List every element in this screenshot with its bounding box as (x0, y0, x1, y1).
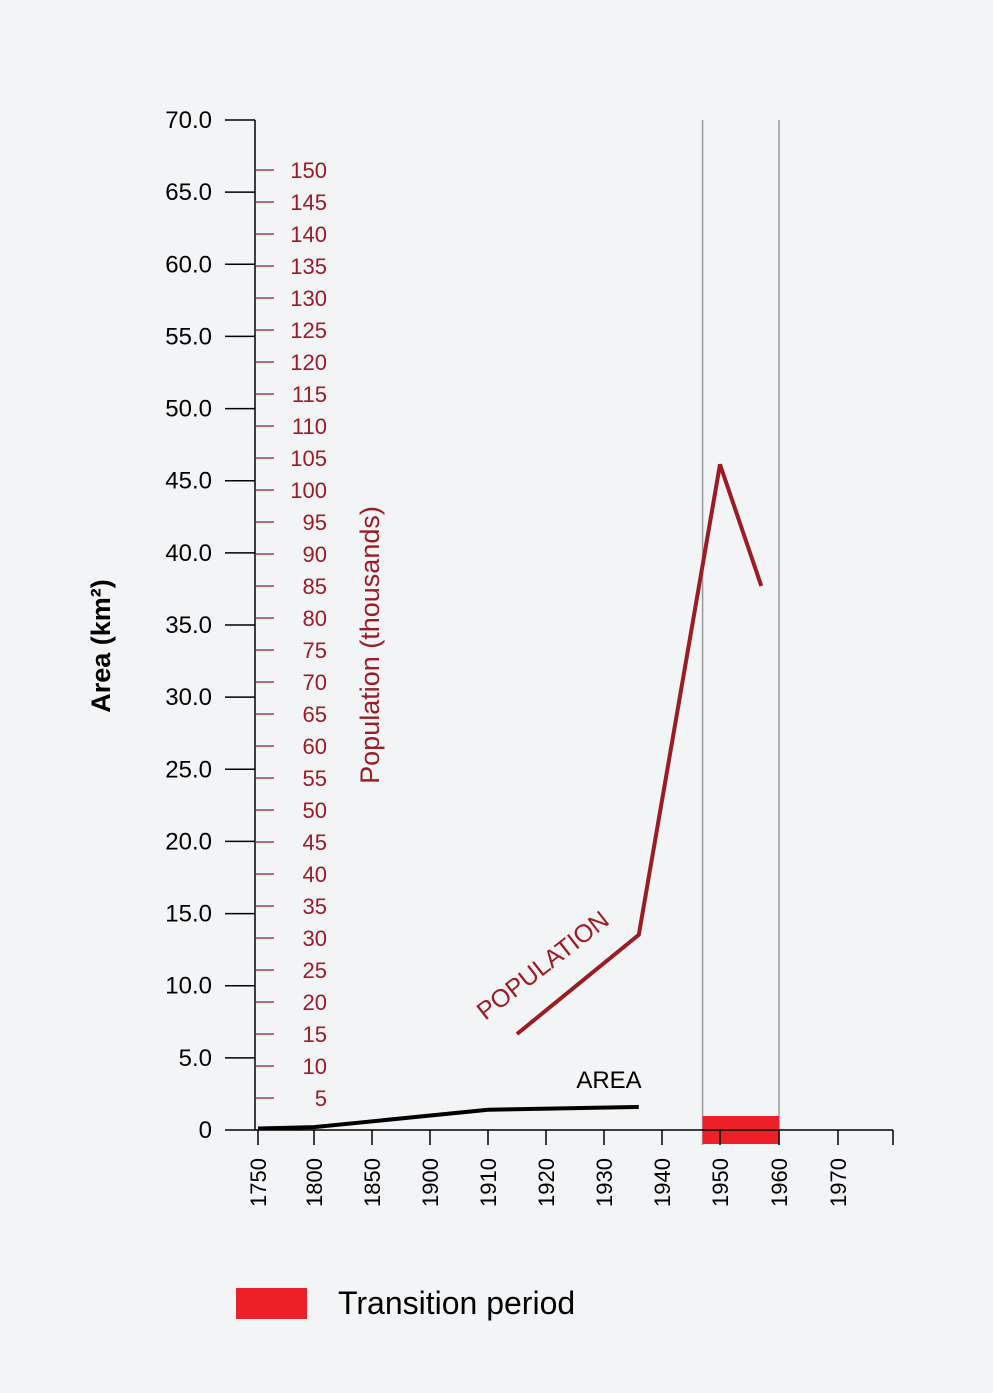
population-tick-label: 45 (303, 830, 327, 855)
population-axis: 5 10 15 20 25 30 35 40 45 50 55 60 65 70 75 80 85 90 95 100… (255, 158, 327, 1111)
legend-swatch-transition (236, 1288, 307, 1319)
area-tick-label: 65.0 (165, 179, 212, 206)
population-tick-label: 60 (303, 734, 327, 759)
population-tick-label: 30 (303, 926, 327, 951)
population-tick-label: 10 (303, 1054, 327, 1079)
x-tick-label: 1930 (592, 1158, 617, 1207)
population-tick-label: 105 (290, 446, 327, 471)
area-tick-label: 55.0 (165, 323, 212, 350)
population-tick-label: 75 (303, 638, 327, 663)
area-tick-label: 45.0 (165, 468, 212, 495)
x-axis: 1750 1800 1850 1900 1910 1920 1930 1940 1950 1960… (246, 1129, 894, 1207)
population-tick-label: 20 (303, 990, 327, 1015)
x-tick-label: 1850 (360, 1158, 385, 1207)
area-tick-label: 60.0 (165, 251, 212, 278)
series-layer (257, 463, 764, 1131)
population-tick-label: 110 (292, 414, 327, 439)
area-tick-label: 10.0 (165, 973, 212, 1000)
population-tick-label: 115 (292, 382, 327, 407)
population-tick-label: 100 (290, 478, 327, 503)
area-tick-label: 25.0 (165, 756, 212, 783)
x-tick-label: 1900 (418, 1158, 443, 1207)
population-tick-label: 140 (290, 222, 327, 247)
population-tick-label: 125 (290, 318, 327, 343)
population-tick-label: 85 (303, 574, 327, 599)
population-series-line (515, 463, 764, 1036)
population-tick-label: 55 (303, 766, 327, 791)
population-tick-label: 35 (303, 894, 327, 919)
area-tick-label: 40.0 (165, 540, 212, 567)
x-tick-label: 1950 (708, 1158, 733, 1207)
population-tick-label: 130 (290, 286, 327, 311)
area-series-line (257, 1104, 639, 1131)
area-tick-label: 5.0 (179, 1045, 212, 1072)
x-tick-label: 1910 (476, 1158, 501, 1207)
population-tick-label: 70 (303, 670, 327, 695)
population-tick-label: 135 (290, 254, 327, 279)
area-tick-label: 50.0 (165, 396, 212, 423)
x-tick-label: 1960 (767, 1158, 792, 1207)
area-tick-label: 0 (199, 1117, 212, 1144)
population-tick-label: 25 (303, 958, 327, 983)
population-tick-label: 50 (303, 798, 327, 823)
vertical-reference-lines (701, 120, 780, 1145)
population-tick-label: 95 (303, 510, 327, 535)
area-axis: 0 5.0 10.0 15.0 20.0 25.0 30.0 35.0 40.0 45.0 50.0… (165, 107, 256, 1144)
x-tick-label: 1750 (246, 1158, 271, 1207)
population-axis-label: Population (thousands) (355, 506, 385, 784)
area-tick-label: 30.0 (165, 684, 212, 711)
population-tick-label: 80 (303, 606, 327, 631)
area-tick-label: 20.0 (165, 828, 212, 855)
population-tick-label: 120 (290, 350, 327, 375)
x-tick-label: 1940 (650, 1158, 675, 1207)
area-series-label: AREA (576, 1067, 641, 1094)
population-tick-label: 5 (315, 1086, 327, 1111)
population-tick-label: 65 (303, 702, 327, 727)
population-tick-label: 90 (303, 542, 327, 567)
area-tick-label: 15.0 (165, 901, 212, 928)
area-tick-label: 70.0 (165, 107, 212, 134)
x-tick-label: 1800 (302, 1158, 327, 1207)
population-tick-label: 15 (303, 1022, 327, 1047)
population-tick-label: 150 (290, 158, 327, 183)
area-tick-label: 35.0 (165, 612, 212, 639)
area-axis-label: Area (km²) (86, 579, 116, 713)
population-tick-label: 40 (303, 862, 327, 887)
population-tick-label: 145 (290, 190, 327, 215)
legend-label: Transition period (338, 1285, 575, 1321)
x-tick-label: 1970 (826, 1158, 851, 1207)
x-tick-label: 1920 (534, 1158, 559, 1207)
legend: Transition period (236, 1285, 575, 1321)
